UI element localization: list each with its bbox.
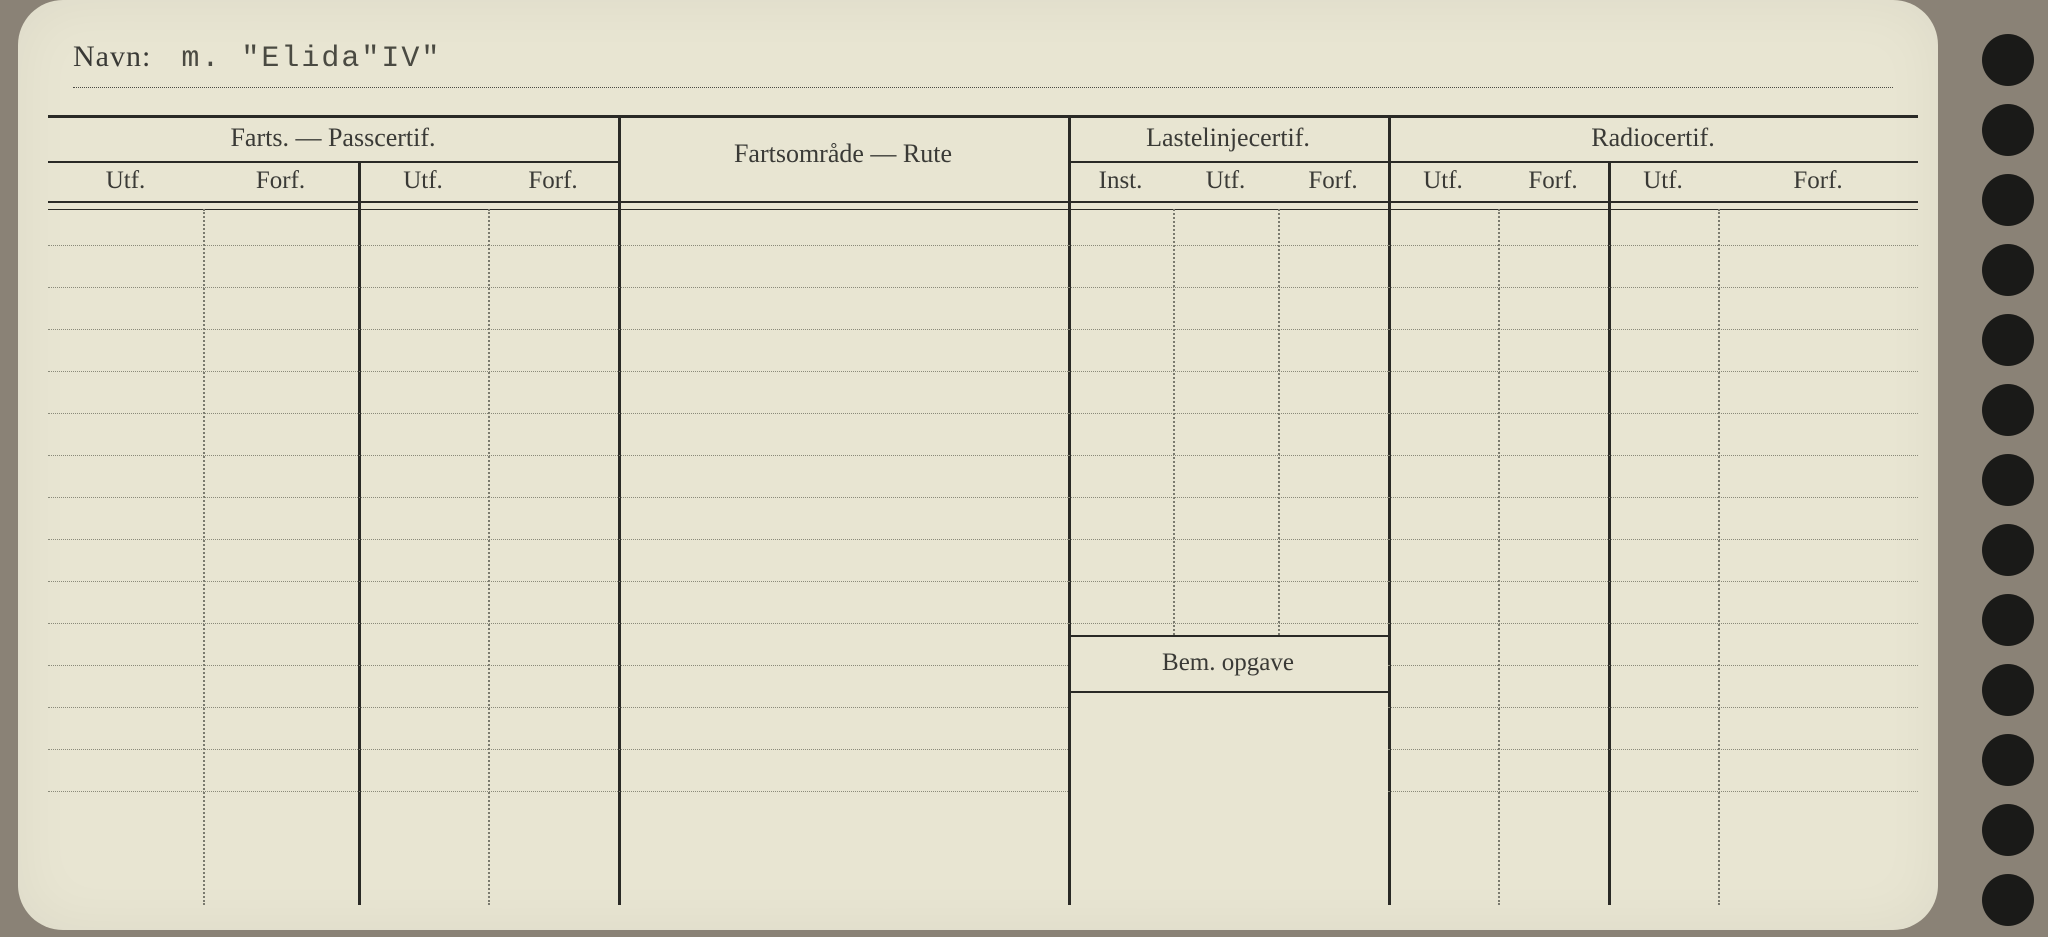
punch-hole: [1982, 734, 2034, 786]
sub-forf-3: Forf.: [1278, 167, 1388, 201]
navn-value: m. "Elida"IV": [181, 42, 441, 76]
vline-major-1: [618, 115, 621, 905]
vline-major-3: [1388, 115, 1391, 905]
dotted-row: [1388, 287, 1918, 288]
table-top-rule: [48, 115, 1918, 118]
punch-hole: [1982, 34, 2034, 86]
table-sub-rule: [48, 201, 1918, 203]
dotted-row: [48, 539, 1068, 540]
dotted-row: [48, 371, 1068, 372]
bem-opgave-header: Bem. opgave: [1068, 635, 1388, 691]
dotted-row: [1068, 497, 1388, 498]
group-divider-3: [1068, 161, 1388, 163]
sub-forf-4: Forf.: [1498, 167, 1608, 201]
dotted-row: [1388, 707, 1918, 708]
dotcol-5: [1498, 209, 1500, 905]
index-card: Navn: m. "Elida"IV" Farts. — Passcertif.…: [18, 0, 1938, 930]
dotted-row: [1388, 245, 1918, 246]
dotted-row: [48, 665, 1068, 666]
dotted-row: [1388, 791, 1918, 792]
dotted-row: [48, 707, 1068, 708]
punch-hole: [1982, 104, 2034, 156]
table-sub-rule-2: [48, 209, 1918, 210]
dotted-row: [1388, 497, 1918, 498]
dotted-row: [1068, 287, 1388, 288]
sub-utf-1: Utf.: [48, 167, 203, 201]
dotted-row: [1388, 539, 1918, 540]
dotted-row: [1068, 413, 1388, 414]
vline-major-2: [1068, 115, 1071, 905]
dotted-row: [1068, 245, 1388, 246]
punch-hole: [1982, 804, 2034, 856]
dotcol-4: [1278, 209, 1280, 635]
dotted-row: [1388, 371, 1918, 372]
dotcol-2: [488, 209, 490, 905]
navn-row: Navn: m. "Elida"IV": [73, 40, 1893, 88]
sub-forf-2: Forf.: [488, 167, 618, 201]
dotted-row: [48, 329, 1068, 330]
sub-utf-4: Utf.: [1388, 167, 1498, 201]
dotted-row: [48, 623, 1068, 624]
certificate-table: Farts. — Passcertif. Fartsområde — Rute …: [48, 115, 1918, 905]
group-divider-4: [1388, 161, 1918, 163]
vline-sub-1: [358, 161, 361, 905]
dotted-row: [48, 287, 1068, 288]
dotted-row: [1068, 581, 1388, 582]
punch-hole: [1982, 664, 2034, 716]
punch-hole: [1982, 384, 2034, 436]
header-farts-pass: Farts. — Passcertif.: [48, 123, 618, 161]
dotcol-1: [203, 209, 205, 905]
dotted-row: [48, 413, 1068, 414]
punch-hole: [1982, 594, 2034, 646]
punch-hole: [1982, 174, 2034, 226]
group-divider-1: [48, 161, 618, 163]
dotted-row: [48, 497, 1068, 498]
dotted-row: [1068, 371, 1388, 372]
navn-label: Navn:: [73, 40, 151, 74]
vline-sub-2: [1608, 161, 1611, 905]
dotted-row: [1388, 413, 1918, 414]
punch-hole: [1982, 454, 2034, 506]
dotcol-3: [1173, 209, 1175, 635]
dotted-row: [1068, 539, 1388, 540]
dotted-row: [48, 581, 1068, 582]
dotted-row: [1388, 329, 1918, 330]
dotcol-6: [1718, 209, 1720, 905]
sub-utf-5: Utf.: [1608, 167, 1718, 201]
header-lastelinje: Lastelinjecertif.: [1068, 123, 1388, 161]
dotted-row: [48, 749, 1068, 750]
sub-utf-3: Utf.: [1173, 167, 1278, 201]
dotted-row: [48, 455, 1068, 456]
header-radio: Radiocertif.: [1388, 123, 1918, 161]
dotted-row: [1068, 455, 1388, 456]
dotted-row: [48, 791, 1068, 792]
dotted-row: [48, 245, 1068, 246]
sub-inst: Inst.: [1068, 167, 1173, 201]
dotted-row: [1388, 455, 1918, 456]
dotted-row: [1388, 749, 1918, 750]
sub-forf-1: Forf.: [203, 167, 358, 201]
sub-forf-5: Forf.: [1718, 167, 1918, 201]
dotted-row: [1068, 329, 1388, 330]
punch-hole: [1982, 314, 2034, 366]
punch-hole: [1982, 524, 2034, 576]
dotted-row: [1388, 665, 1918, 666]
sub-utf-2: Utf.: [358, 167, 488, 201]
header-fartsomrade: Fartsområde — Rute: [618, 139, 1068, 177]
dotted-row: [1388, 623, 1918, 624]
dotted-row: [1388, 581, 1918, 582]
punch-hole: [1982, 244, 2034, 296]
dotted-row: [1068, 623, 1388, 624]
bem-opgave-underline: [1068, 691, 1388, 693]
punch-hole: [1982, 874, 2034, 926]
